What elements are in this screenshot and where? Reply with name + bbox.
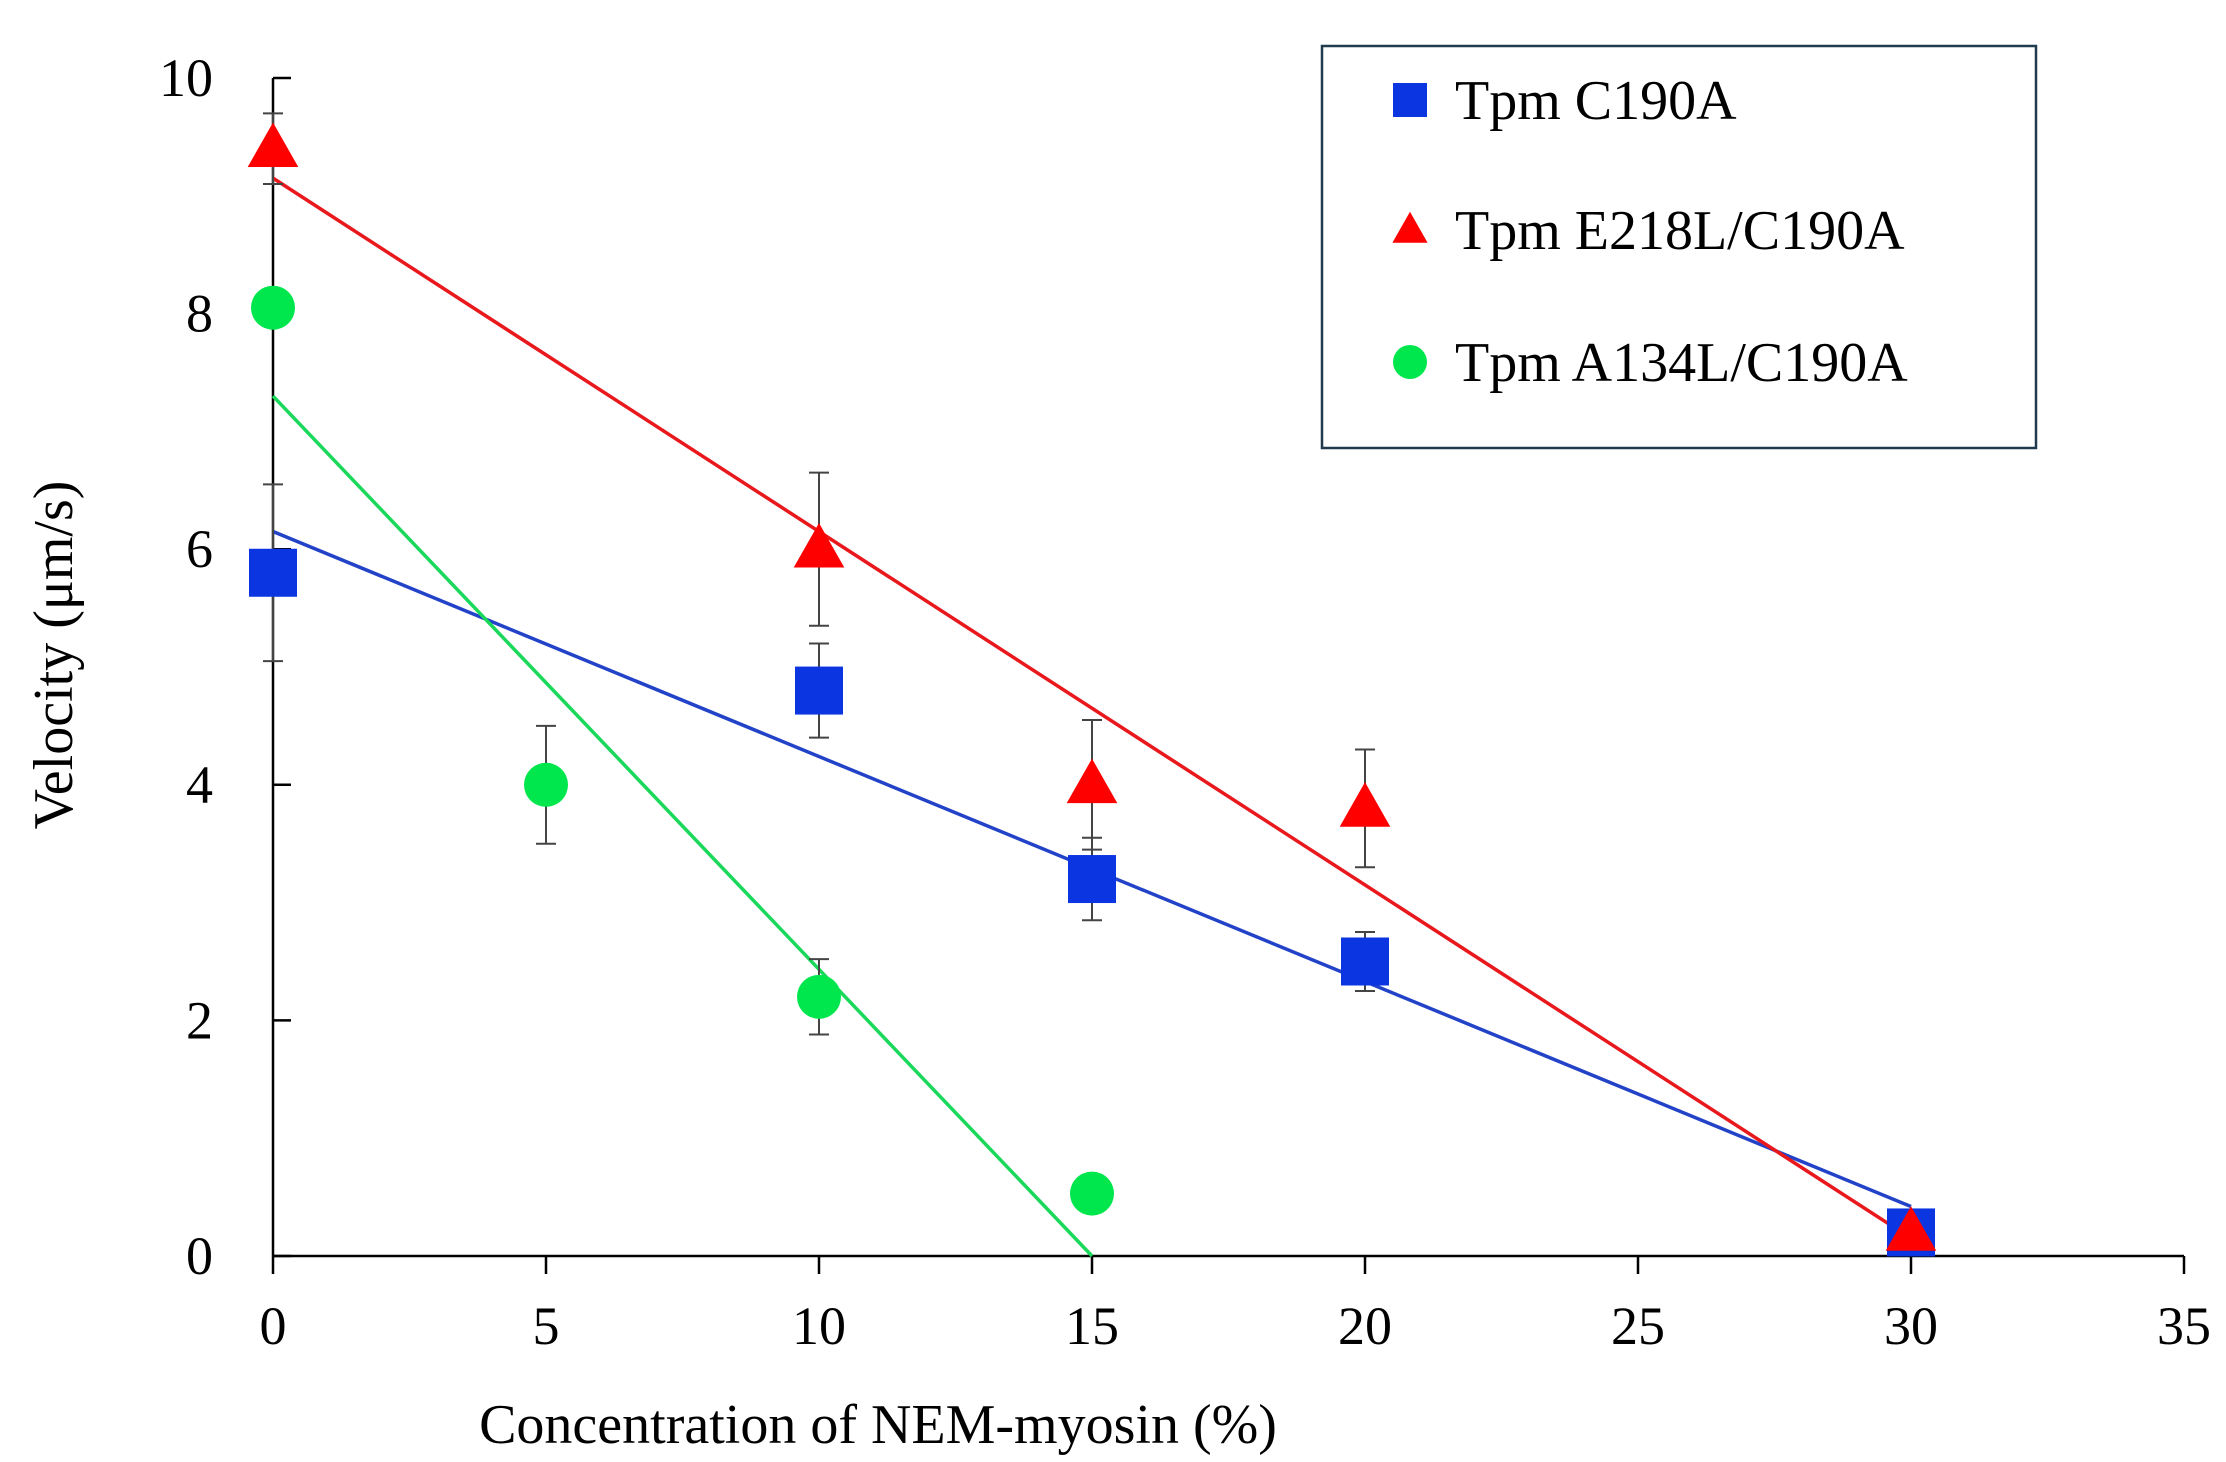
y-tick-label: 0 <box>186 1226 213 1286</box>
y-tick-label: 10 <box>159 48 213 108</box>
legend-circle-icon <box>1393 345 1427 379</box>
triangle-marker <box>1885 1206 1937 1251</box>
legend-square-icon <box>1393 83 1427 117</box>
data-markers <box>247 122 1937 1257</box>
y-axis-title: Velocity (μm/s) <box>23 481 85 830</box>
legend-box <box>1320 44 2038 450</box>
x-tick-label: 20 <box>1338 1296 1392 1356</box>
error-bars <box>263 112 1375 1036</box>
x-tick-label: 25 <box>1611 1296 1665 1356</box>
legend-label: Tpm A134L/C190A <box>1455 332 1908 394</box>
circle-marker <box>524 762 568 807</box>
square-marker <box>1341 937 1389 986</box>
circle-marker <box>1070 1171 1114 1216</box>
y-tick-label: 2 <box>186 990 213 1050</box>
legend-triangle-icon <box>1392 211 1428 243</box>
square-marker <box>249 548 297 597</box>
circle-marker <box>251 285 295 330</box>
square-marker <box>795 666 843 715</box>
square-marker <box>1068 855 1116 904</box>
legend-label: Tpm C190A <box>1455 70 1737 132</box>
y-tick-label: 6 <box>186 519 213 579</box>
axes: 0 2 4 6 8 10 0 5 10 15 20 25 30 35 <box>159 48 2211 1356</box>
x-tick-label: 5 <box>533 1296 560 1356</box>
triangle-marker <box>1339 782 1391 827</box>
legend-label: Tpm E218L/C190A <box>1455 200 1905 262</box>
x-tick-label: 15 <box>1065 1296 1119 1356</box>
x-tick-label: 0 <box>260 1296 287 1356</box>
y-tick-label: 4 <box>186 755 213 815</box>
fit-line <box>272 176 1912 1240</box>
x-tick-label: 30 <box>1884 1296 1938 1356</box>
x-axis-title: Concentration of NEM-myosin (%) <box>479 1394 1277 1456</box>
triangle-marker <box>793 522 845 568</box>
x-tick-label: 35 <box>2157 1296 2211 1356</box>
x-tick-label: 10 <box>792 1296 846 1356</box>
legend: Tpm C190A Tpm E218L/C190A Tpm A134L/C190A <box>1320 44 2038 450</box>
fit-line <box>271 394 1094 1258</box>
y-tick-label: 8 <box>186 284 213 344</box>
circle-marker <box>797 974 841 1019</box>
triangle-marker <box>247 122 299 168</box>
triangle-marker <box>1066 758 1118 804</box>
